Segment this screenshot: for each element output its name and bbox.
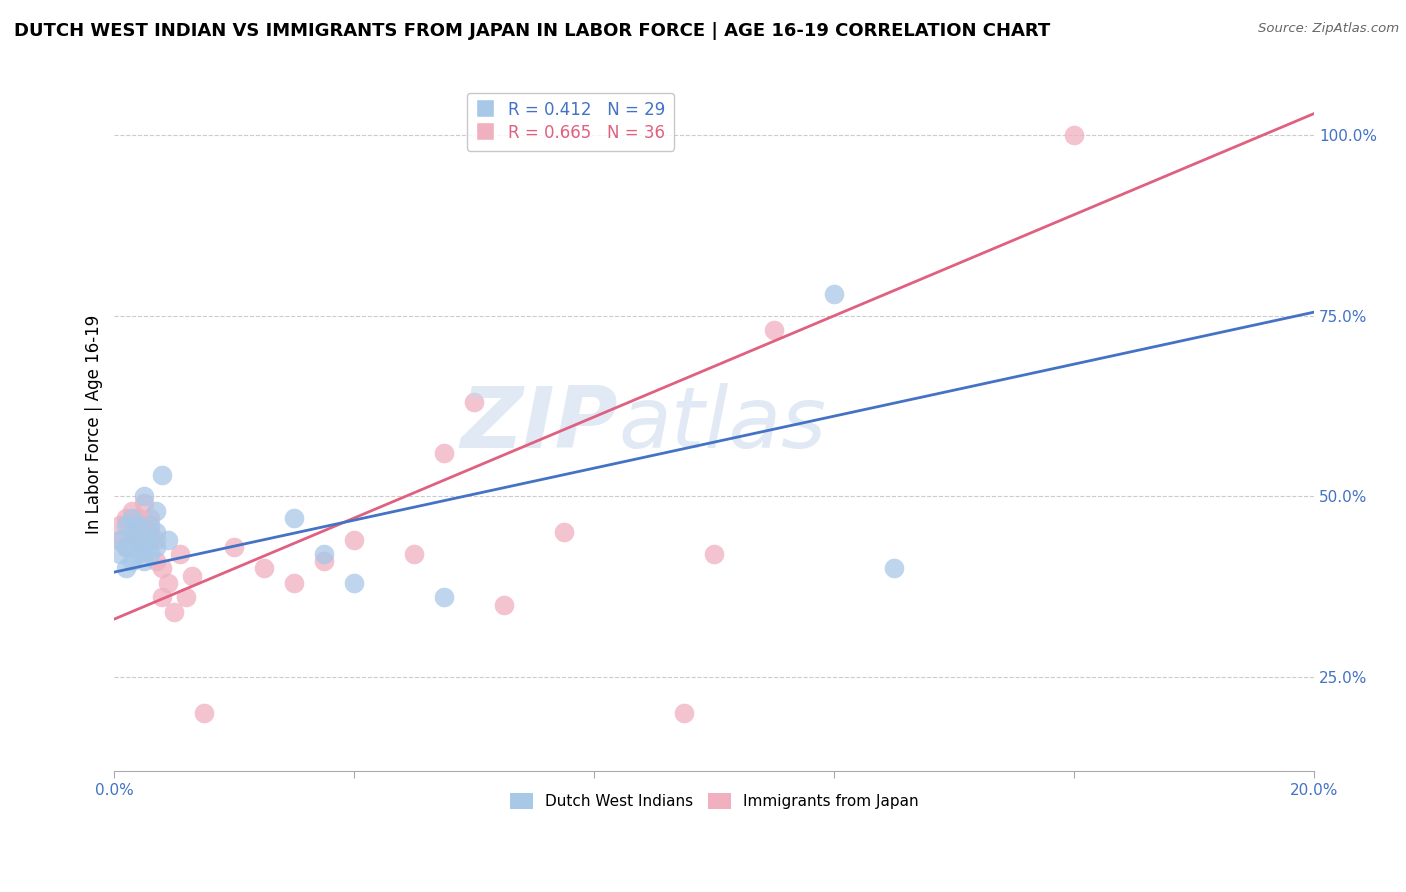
Point	[134, 518, 156, 533]
Point	[253, 561, 276, 575]
Text: DUTCH WEST INDIAN VS IMMIGRANTS FROM JAPAN IN LABOR FORCE | AGE 16-19 CORRELATIO: DUTCH WEST INDIAN VS IMMIGRANTS FROM JAP…	[14, 22, 1050, 40]
Point	[553, 525, 575, 540]
Y-axis label: In Labor Force | Age 16-19: In Labor Force | Age 16-19	[86, 315, 103, 533]
Point	[314, 554, 336, 568]
Point	[127, 547, 149, 561]
Point	[127, 511, 149, 525]
Point	[134, 540, 156, 554]
Point	[283, 511, 305, 525]
Point	[145, 525, 167, 540]
Point	[115, 540, 138, 554]
Point	[152, 591, 174, 605]
Point	[121, 540, 143, 554]
Point	[176, 591, 198, 605]
Point	[115, 518, 138, 533]
Point	[121, 554, 143, 568]
Point	[139, 511, 162, 525]
Point	[121, 525, 143, 540]
Point	[763, 323, 786, 337]
Point	[404, 547, 426, 561]
Point	[433, 591, 456, 605]
Point	[883, 561, 905, 575]
Point	[152, 561, 174, 575]
Point	[127, 533, 149, 547]
Point	[163, 605, 186, 619]
Point	[110, 547, 132, 561]
Text: ZIP: ZIP	[461, 383, 619, 466]
Point	[139, 518, 162, 533]
Point	[343, 576, 366, 591]
Point	[121, 511, 143, 525]
Point	[145, 540, 167, 554]
Point	[673, 706, 696, 720]
Point	[139, 533, 162, 547]
Point	[110, 533, 132, 547]
Point	[224, 540, 246, 554]
Point	[115, 561, 138, 575]
Point	[110, 533, 132, 547]
Point	[1063, 128, 1085, 143]
Point	[157, 576, 180, 591]
Point	[703, 547, 725, 561]
Point	[494, 598, 516, 612]
Point	[433, 446, 456, 460]
Point	[115, 511, 138, 525]
Point	[169, 547, 191, 561]
Point	[193, 706, 215, 720]
Point	[343, 533, 366, 547]
Point	[157, 533, 180, 547]
Point	[283, 576, 305, 591]
Point	[134, 489, 156, 503]
Point	[134, 554, 156, 568]
Point	[145, 554, 167, 568]
Point	[145, 504, 167, 518]
Point	[152, 467, 174, 482]
Point	[127, 533, 149, 547]
Point	[127, 518, 149, 533]
Point	[139, 547, 162, 561]
Point	[314, 547, 336, 561]
Text: atlas: atlas	[619, 383, 827, 466]
Text: Source: ZipAtlas.com: Source: ZipAtlas.com	[1258, 22, 1399, 36]
Point	[181, 568, 204, 582]
Point	[115, 540, 138, 554]
Point	[463, 395, 485, 409]
Point	[134, 496, 156, 510]
Point	[121, 525, 143, 540]
Point	[145, 533, 167, 547]
Point	[121, 504, 143, 518]
Point	[139, 525, 162, 540]
Legend: Dutch West Indians, Immigrants from Japan: Dutch West Indians, Immigrants from Japa…	[503, 787, 925, 815]
Point	[110, 518, 132, 533]
Point	[823, 287, 845, 301]
